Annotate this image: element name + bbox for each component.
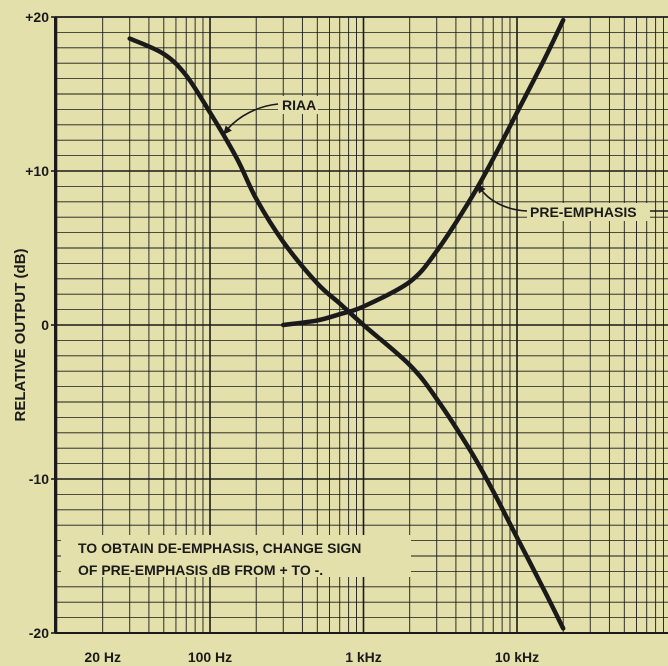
pre-emphasis-leader [479,187,528,212]
y-axis-label: RELATIVE OUTPUT (dB) [12,248,29,421]
y-tick-label: -20 [29,625,49,641]
riaa-label: RIAA [282,97,316,113]
note-background [61,535,411,577]
pre-emphasis-curve [280,17,566,328]
note-line-2: OF PRE-EMPHASIS dB FROM + TO -. [78,562,323,578]
curves [127,17,566,631]
grid [55,16,668,634]
note-line-1: TO OBTAIN DE-EMPHASIS, CHANGE SIGN [78,540,361,556]
x-tick-label: 20 Hz [84,649,121,665]
pre-emphasis-arrow-head [477,184,486,194]
riaa-annotation: RIAA [223,96,318,135]
riaa-arrow-head [223,125,232,135]
riaa-leader [225,103,279,132]
pre-emphasis-annotation: PRE-EMPHASIS [477,184,668,221]
x-tick-label: 1 kHz [345,649,382,665]
x-tick-labels: 20 Hz 100 Hz 1 kHz 10 kHz [84,649,539,665]
pre-emphasis-label: PRE-EMPHASIS [530,204,637,220]
y-tick-label: -10 [29,471,49,487]
y-tick-label: 0 [41,317,49,333]
x-tick-label: 100 Hz [188,649,232,665]
pre-emphasis-label-bg [527,203,650,221]
note-box: TO OBTAIN DE-EMPHASIS, CHANGE SIGN OF PR… [61,535,411,578]
riaa-label-bg [278,96,318,114]
y-tick-label: +10 [25,163,49,179]
x-tick-label: 10 kHz [495,649,539,665]
annotations: RIAA PRE-EMPHASIS [223,96,668,221]
y-tick-label: +20 [25,9,49,25]
riaa-curve [127,36,566,631]
y-tick-labels: +20 +10 0 -10 -20 [25,9,55,641]
